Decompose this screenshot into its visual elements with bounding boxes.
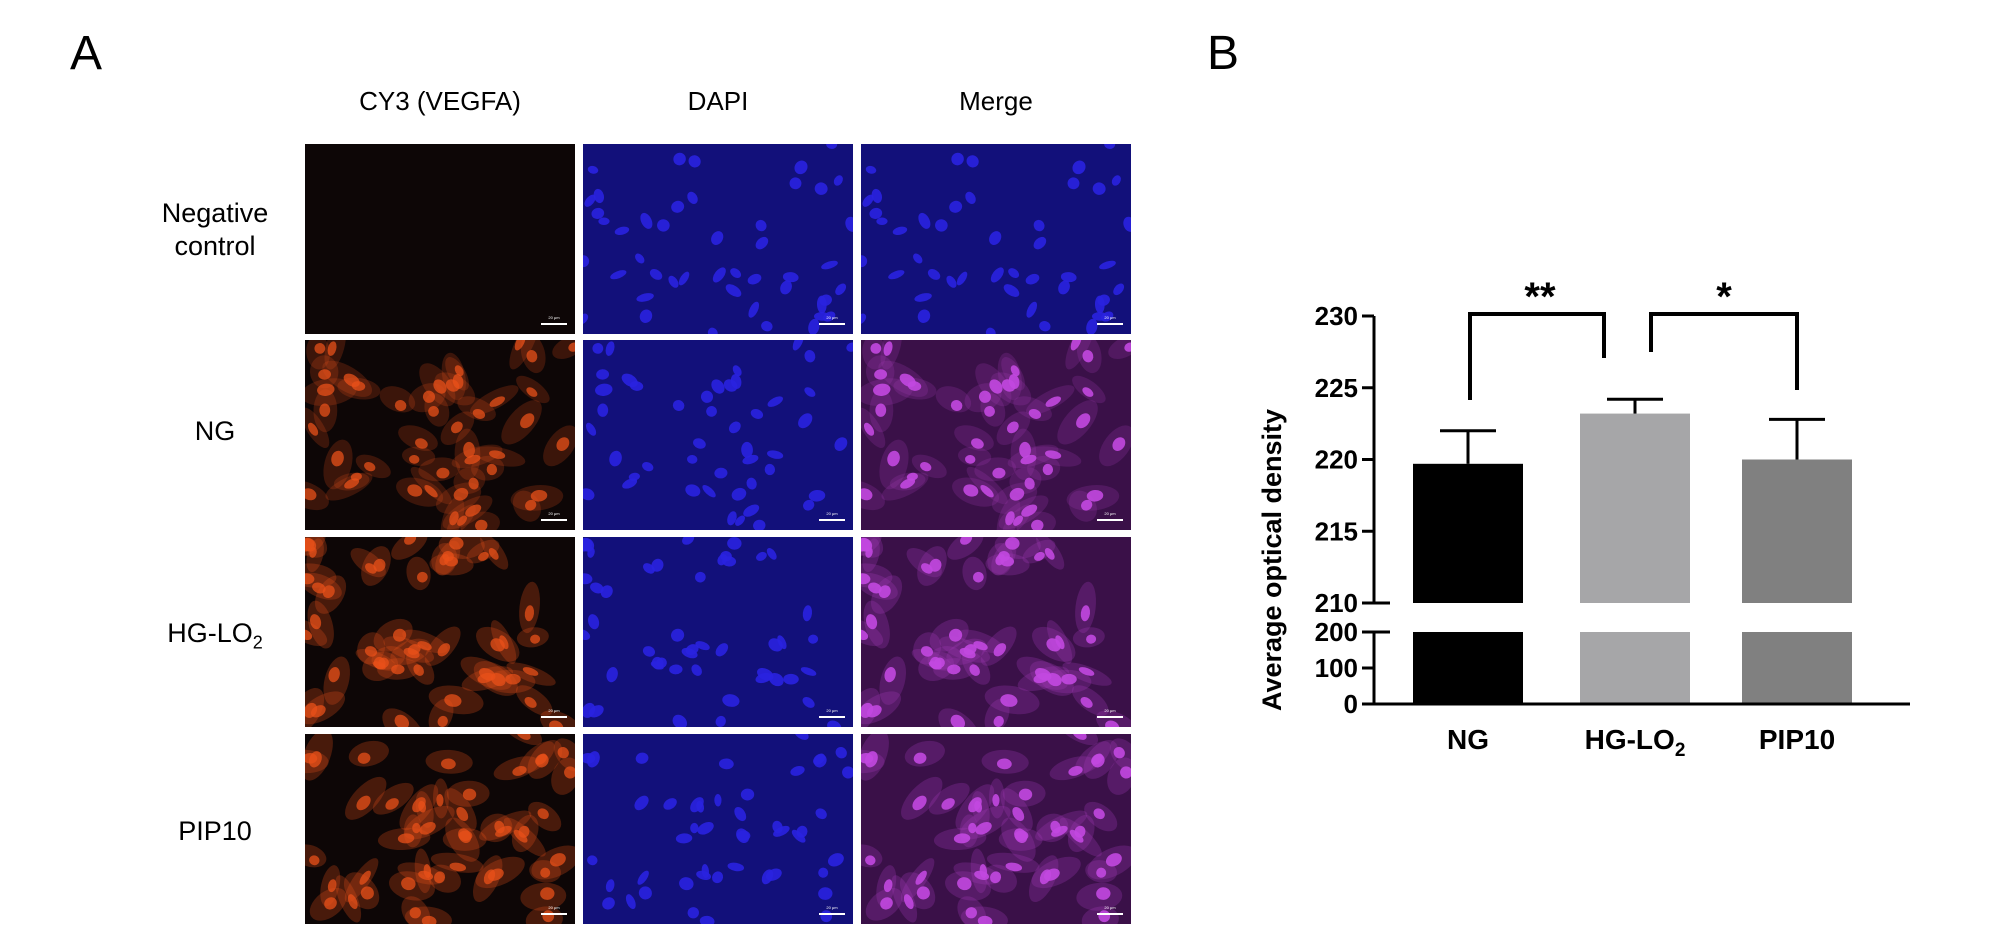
row-label-pip10: PIP10 <box>110 815 320 848</box>
significance-bracket <box>1649 312 1799 390</box>
scale-bar-label: 20 μm <box>548 511 560 516</box>
scale-bar-label: 20 μm <box>1104 511 1116 516</box>
micrograph-cy3-row-4: 20 μm <box>305 734 575 924</box>
significance-label: * <box>1716 275 1732 319</box>
micrograph-cy3-row-3: 20 μm <box>305 537 575 727</box>
significance-label: ** <box>1524 275 1556 319</box>
y-tick-label: 225 <box>1315 373 1358 403</box>
bar-lower-segment <box>1413 632 1523 704</box>
scale-bar-label: 20 μm <box>548 905 560 910</box>
micrograph-merge-row-2: 20 μm <box>861 340 1131 530</box>
column-header-dapi: DAPI <box>687 86 749 116</box>
row-label-line: Negative <box>161 198 269 228</box>
micrograph-dapi-row-4: 20 μm <box>583 734 853 924</box>
y-tick-label: 200 <box>1315 617 1358 647</box>
row-label-line: control <box>174 231 256 261</box>
scale-bar-line <box>541 716 567 718</box>
row-label-line: NG <box>194 416 236 446</box>
bar-lower-segment <box>1580 632 1690 704</box>
scale-bar-line <box>541 519 567 521</box>
column-header-cy3: CY3 (VEGFA) <box>359 86 521 116</box>
micrograph-cy3-row-2: 20 μm <box>305 340 575 530</box>
scale-bar-line <box>1097 323 1123 325</box>
y-tick-label: 215 <box>1315 516 1358 546</box>
row-label-subscript: 2 <box>252 632 263 653</box>
micrograph-dapi-row-3: 20 μm <box>583 537 853 727</box>
scale-bar: 20 μm <box>1097 708 1123 720</box>
row-label-hg-lo2: HG-LO2 <box>110 617 320 659</box>
row-label-line: HG-LO <box>167 618 253 648</box>
scale-bar: 20 μm <box>541 905 567 917</box>
row-label-line: PIP10 <box>178 816 252 846</box>
scale-bar-line <box>541 913 567 915</box>
scale-bar-line <box>819 913 845 915</box>
scale-bar: 20 μm <box>1097 315 1123 327</box>
micrograph-dapi-row-1: 20 μm <box>583 144 853 334</box>
scale-bar: 20 μm <box>541 708 567 720</box>
scale-bar-label: 20 μm <box>1104 905 1116 910</box>
scale-bar-label: 20 μm <box>826 905 838 910</box>
scale-bar-line <box>1097 716 1123 718</box>
x-tick-label-subscript: 2 <box>1675 740 1686 761</box>
scale-bar-label: 20 μm <box>826 511 838 516</box>
scale-bar: 20 μm <box>819 511 845 523</box>
bar-lower-segment <box>1742 632 1852 704</box>
y-tick-label: 220 <box>1315 445 1358 475</box>
y-tick-label: 0 <box>1344 689 1358 719</box>
micrograph-merge-row-4: 20 μm <box>861 734 1131 924</box>
scale-bar-label: 20 μm <box>548 315 560 320</box>
scale-bar-label: 20 μm <box>826 315 838 320</box>
bar-upper-segment <box>1580 413 1690 603</box>
scale-bar-line <box>819 519 845 521</box>
scale-bar: 20 μm <box>819 315 845 327</box>
scale-bar-line <box>1097 913 1123 915</box>
column-header-merge: Merge <box>959 86 1033 116</box>
scale-bar-label: 20 μm <box>826 708 838 713</box>
y-tick-label: 100 <box>1315 653 1358 683</box>
bar-upper-segment <box>1413 463 1523 603</box>
scale-bar-label: 20 μm <box>1104 315 1116 320</box>
scale-bar-line <box>541 323 567 325</box>
y-tick-label: 230 <box>1315 301 1358 331</box>
scale-bar: 20 μm <box>541 511 567 523</box>
scale-bar: 20 μm <box>819 905 845 917</box>
bar-upper-segment <box>1742 459 1852 603</box>
row-label-negative-control: Negative control <box>110 197 320 263</box>
micrograph-cy3-row-1: 20 μm <box>305 144 575 334</box>
x-tick-label: PIP10 <box>1759 724 1835 755</box>
micrograph-merge-row-3: 20 μm <box>861 537 1131 727</box>
y-tick-label: 210 <box>1315 588 1358 618</box>
x-tick-label: NG <box>1447 724 1489 755</box>
panel-b-letter: B <box>1207 27 1240 80</box>
scale-bar: 20 μm <box>1097 905 1123 917</box>
significance-bracket <box>1468 312 1606 400</box>
row-label-ng: NG <box>110 415 320 448</box>
panel-a-letter: A <box>70 27 103 80</box>
scale-bar-label: 20 μm <box>1104 708 1116 713</box>
x-tick-label: HG-LO2 <box>1585 724 1686 761</box>
scale-bar: 20 μm <box>1097 511 1123 523</box>
scale-bar-line <box>1097 519 1123 521</box>
scale-bar: 20 μm <box>541 315 567 327</box>
scale-bar-line <box>819 323 845 325</box>
scale-bar: 20 μm <box>819 708 845 720</box>
y-axis-label: Average optical density <box>1257 409 1287 711</box>
scale-bar-line <box>819 716 845 718</box>
scale-bar-label: 20 μm <box>548 708 560 713</box>
micrograph-merge-row-1: 20 μm <box>861 144 1131 334</box>
micrograph-dapi-row-2: 20 μm <box>583 340 853 530</box>
